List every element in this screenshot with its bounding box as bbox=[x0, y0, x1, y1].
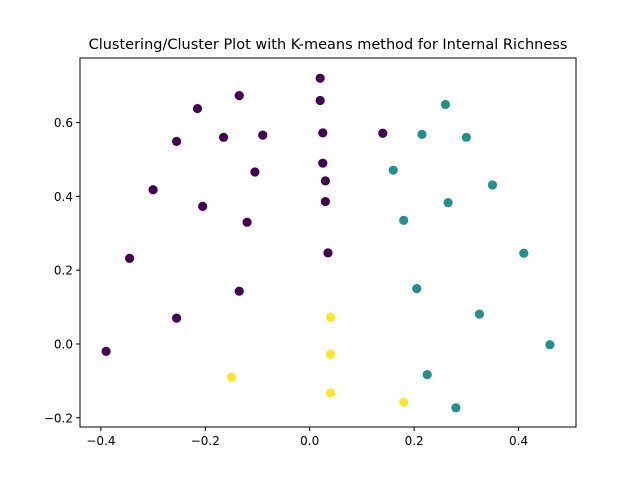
data-point-cluster-0 bbox=[242, 217, 252, 227]
data-point-cluster-1 bbox=[545, 340, 555, 350]
data-point-cluster-2 bbox=[399, 397, 409, 407]
data-point-cluster-0 bbox=[378, 128, 388, 138]
data-point-cluster-0 bbox=[101, 346, 111, 356]
x-tick-label: 0.4 bbox=[509, 434, 528, 448]
data-point-cluster-0 bbox=[198, 201, 208, 211]
data-point-cluster-0 bbox=[320, 196, 330, 207]
data-point-cluster-0 bbox=[171, 313, 182, 323]
data-point-cluster-0 bbox=[258, 130, 268, 140]
data-point-cluster-1 bbox=[451, 403, 461, 413]
data-point-cluster-1 bbox=[440, 99, 451, 110]
data-point-cluster-1 bbox=[412, 284, 422, 294]
data-point-cluster-0 bbox=[323, 248, 333, 258]
data-points bbox=[101, 73, 555, 413]
data-point-cluster-0 bbox=[318, 158, 328, 168]
data-point-cluster-1 bbox=[519, 248, 529, 258]
data-point-cluster-0 bbox=[315, 95, 325, 106]
y-tick-label: −0.2 bbox=[44, 411, 73, 425]
data-point-cluster-0 bbox=[171, 136, 182, 146]
data-point-cluster-1 bbox=[422, 370, 432, 380]
y-tick-label: 0.6 bbox=[54, 116, 73, 130]
x-tick-label: 0.0 bbox=[300, 434, 319, 448]
data-point-cluster-1 bbox=[487, 180, 498, 190]
data-point-cluster-0 bbox=[320, 176, 330, 186]
y-tick-label: 0.4 bbox=[54, 190, 73, 204]
data-point-cluster-0 bbox=[315, 73, 325, 83]
data-point-cluster-1 bbox=[474, 309, 485, 319]
data-point-cluster-0 bbox=[192, 103, 203, 114]
data-point-cluster-2 bbox=[226, 372, 237, 382]
data-point-cluster-0 bbox=[148, 185, 158, 195]
plot-area bbox=[80, 58, 576, 427]
data-point-cluster-1 bbox=[399, 215, 409, 225]
data-point-cluster-0 bbox=[125, 253, 135, 263]
data-point-cluster-2 bbox=[326, 388, 336, 398]
data-point-cluster-1 bbox=[388, 165, 398, 175]
data-point-cluster-1 bbox=[417, 129, 427, 139]
chart-title: Clustering/Cluster Plot with K-means met… bbox=[89, 37, 568, 53]
y-tick-label: 0.2 bbox=[54, 264, 73, 278]
data-point-cluster-0 bbox=[234, 91, 244, 101]
x-tick-label: −0.2 bbox=[191, 434, 220, 448]
y-axis: −0.2 0.0 0.2 0.4 0.6 bbox=[44, 116, 80, 425]
data-point-cluster-2 bbox=[326, 349, 336, 359]
data-point-cluster-0 bbox=[318, 128, 328, 138]
x-tick-label: −0.4 bbox=[86, 434, 115, 448]
x-tick-label: 0.2 bbox=[405, 434, 424, 448]
y-tick-label: 0.0 bbox=[54, 337, 73, 351]
data-point-cluster-0 bbox=[234, 286, 244, 296]
data-point-cluster-1 bbox=[443, 198, 453, 208]
data-point-cluster-0 bbox=[218, 132, 229, 142]
data-point-cluster-2 bbox=[326, 312, 336, 323]
data-point-cluster-0 bbox=[250, 167, 260, 177]
data-point-cluster-1 bbox=[461, 132, 471, 142]
plot-frame bbox=[79, 57, 577, 428]
x-axis: −0.4 −0.2 0.0 0.2 0.4 bbox=[86, 427, 528, 448]
